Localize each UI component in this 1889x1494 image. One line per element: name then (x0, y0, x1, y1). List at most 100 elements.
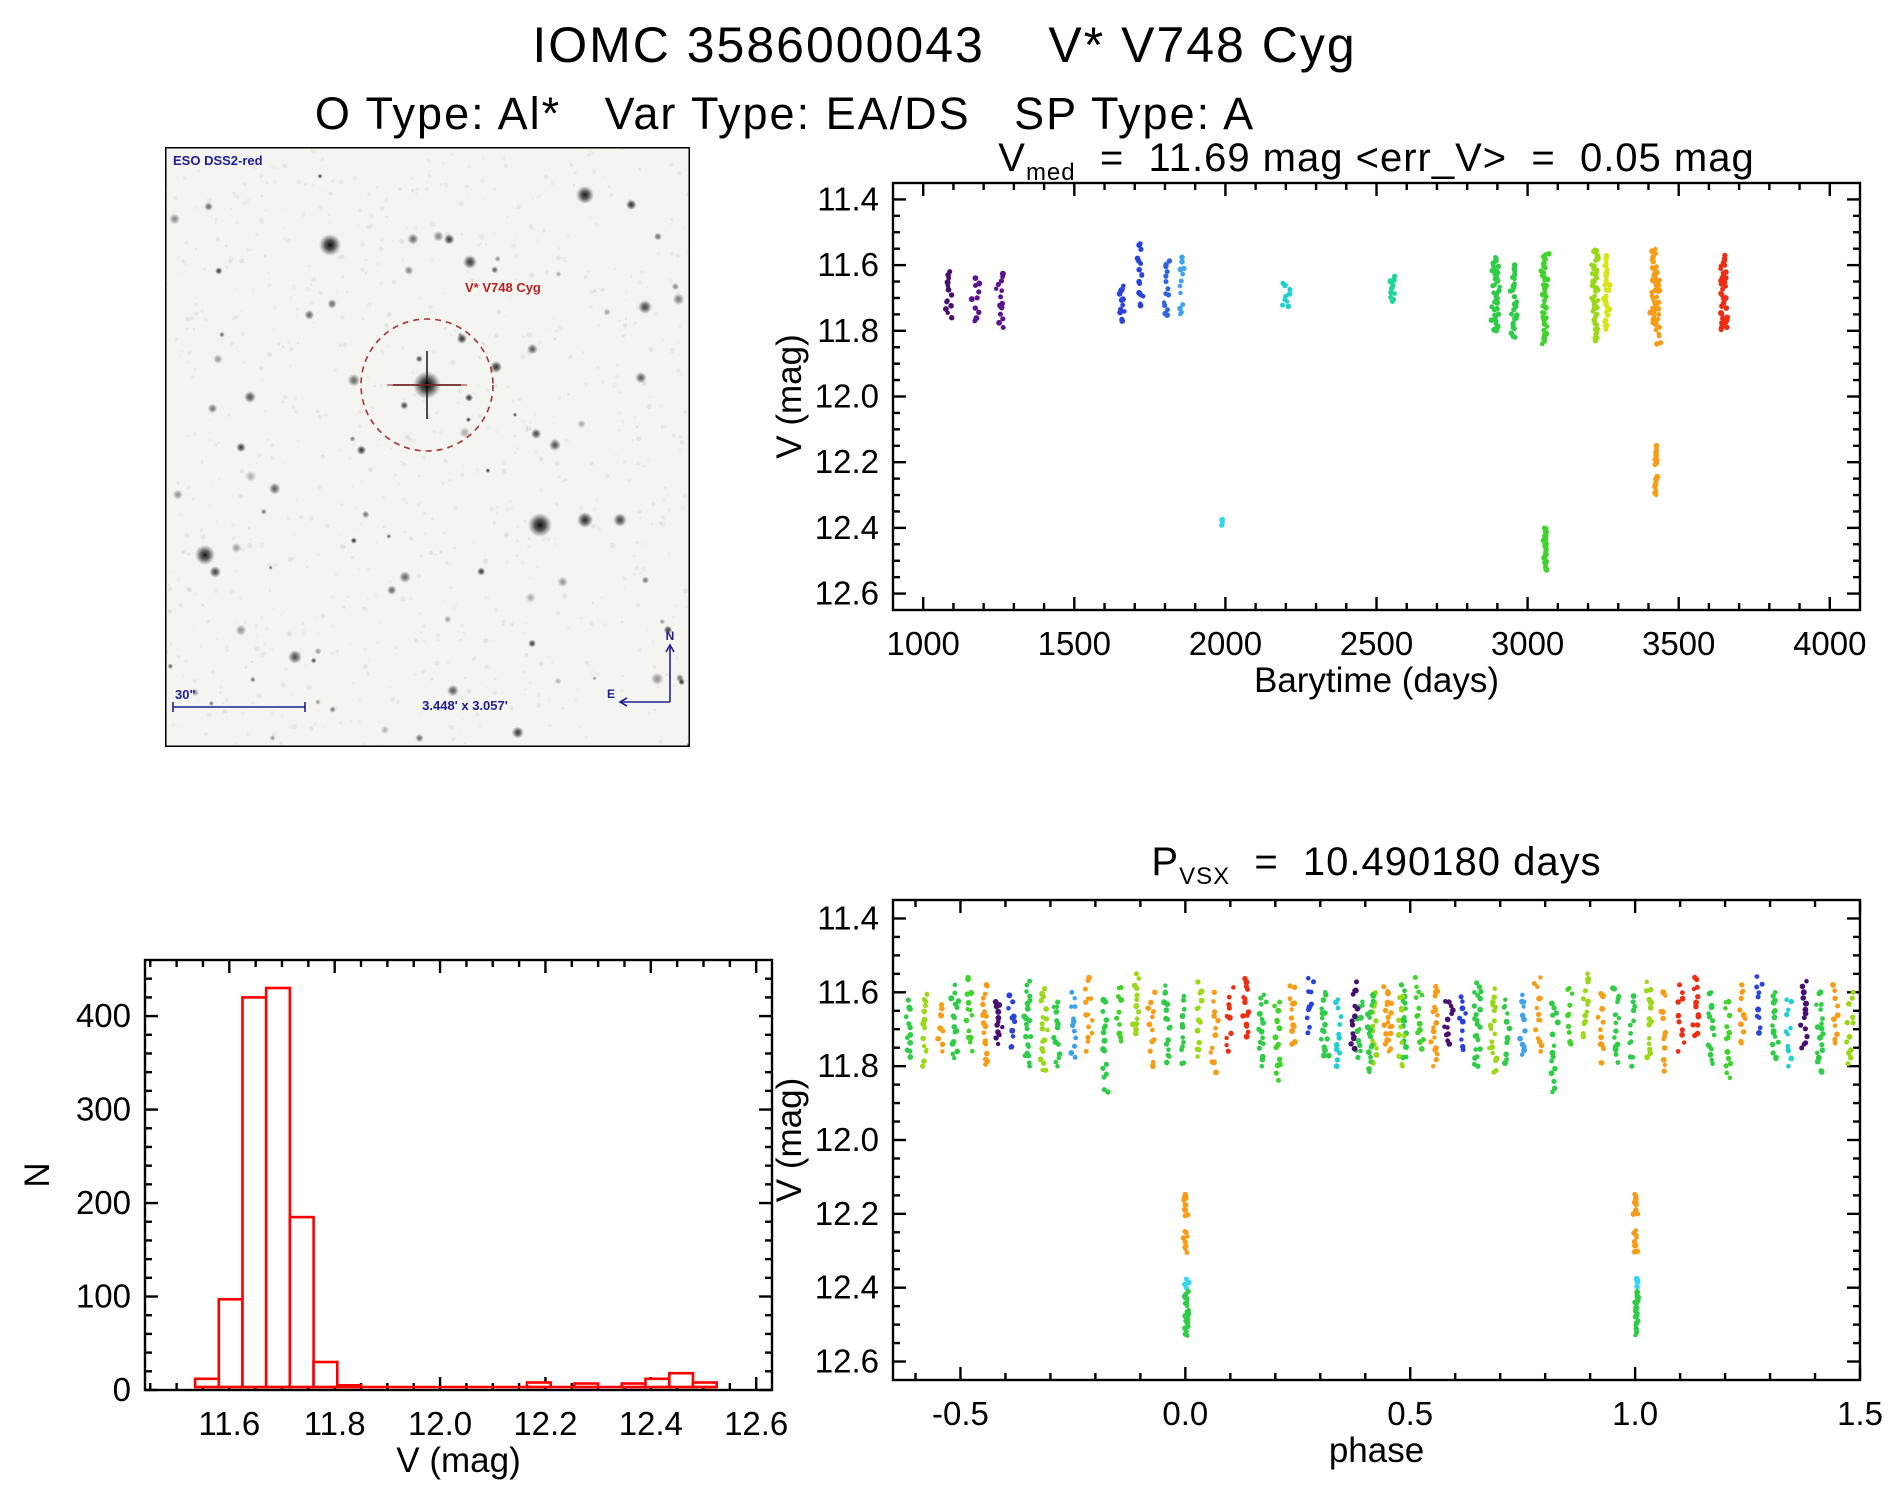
target-star (387, 351, 467, 419)
tick-label: 2500 (1340, 625, 1413, 662)
scatter-cluster (1442, 999, 1456, 1047)
histogram-bar (217, 1298, 244, 1389)
scatter-cluster (1428, 983, 1441, 1069)
scatter-cluster (1177, 254, 1187, 317)
scatter-cluster (1632, 1289, 1641, 1338)
scatter-cluster (1287, 983, 1298, 1047)
stars (167, 173, 692, 748)
histogram-bar (620, 1382, 647, 1389)
tick-label: 400 (76, 997, 131, 1034)
scatter-cluster (1652, 473, 1661, 498)
background-noise (163, 145, 692, 749)
scale-bar (172, 702, 306, 712)
scatter-cluster (1180, 1229, 1190, 1255)
scatter-cluster (1116, 283, 1127, 324)
histogram-bar (193, 1377, 221, 1389)
histogram-tick-labels: 11.6 11.8 12.0 12.2 12.4 12.6 0 100 200 300 400 (76, 997, 788, 1442)
scatter-cluster (1304, 975, 1316, 1036)
scatter-cluster (1627, 993, 1638, 1069)
scatter-cluster (1037, 986, 1050, 1073)
tick-label: 0.5 (1387, 1395, 1433, 1432)
tick-label: 11.8 (304, 1405, 366, 1442)
tick-label: 300 (76, 1091, 131, 1128)
tick-label: 11.6 (817, 246, 879, 283)
scatter-cluster (943, 269, 955, 321)
scatter-cluster (1395, 993, 1407, 1069)
tick-label: -0.5 (932, 1395, 989, 1432)
scatter-cluster (1754, 974, 1765, 1036)
scatter-cluster (1181, 1191, 1191, 1219)
scatter-cluster (1595, 991, 1607, 1066)
scatter-cluster (1471, 980, 1484, 1069)
scatter-cluster (1381, 984, 1391, 1047)
survey-label: ESO DSS2-red (173, 153, 263, 168)
tick-label: 2000 (1189, 625, 1262, 662)
scatter-cluster (1387, 273, 1398, 304)
scatter-cluster (1194, 979, 1205, 1059)
scatter-cluster (1487, 986, 1500, 1075)
scatter-cluster (1457, 994, 1468, 1053)
lightcurve-xlabel: Barytime (days) (1254, 661, 1499, 700)
scatter-cluster (1114, 985, 1125, 1044)
scatter-cluster (1412, 975, 1426, 1052)
tick-label: 11.8 (817, 1047, 879, 1084)
scatter-cluster (1100, 996, 1111, 1095)
scatter-cluster (903, 997, 914, 1060)
scatter-cluster (1718, 252, 1731, 333)
scatter-cluster (1219, 516, 1226, 528)
scatter-cluster (968, 275, 983, 324)
tick-label: 11.4 (817, 180, 879, 217)
lightcurve-title-sub: med (1025, 159, 1076, 186)
star-field (163, 145, 692, 749)
scatter-cluster (1631, 1228, 1641, 1255)
tick-label: 12.2 (815, 443, 879, 480)
compass-icon (618, 643, 675, 707)
tick-label: 1500 (1038, 625, 1111, 662)
scatter-cluster (1333, 997, 1344, 1070)
phase-axes (891, 898, 1862, 1382)
scatter-cluster (1633, 1275, 1641, 1290)
scatter-cluster (1675, 982, 1687, 1054)
scatter-cluster (1161, 258, 1173, 318)
phase-xlabel: phase (1329, 1431, 1424, 1470)
tick-label: 12.4 (815, 1269, 879, 1306)
tick-label: 11.6 (817, 973, 879, 1010)
scatter-cluster (1145, 989, 1158, 1070)
scatter-cluster (963, 974, 975, 1054)
scatter-cluster (1179, 993, 1187, 1067)
scatter-cluster (1565, 986, 1575, 1047)
scatter-cluster (1272, 999, 1283, 1083)
scatter-cluster (1181, 1288, 1192, 1338)
scatter-cluster (1538, 251, 1552, 347)
histogram-bar (241, 996, 268, 1389)
phase-title-rest: = 10.490180 days (1230, 840, 1602, 884)
tick-label: 12.6 (724, 1405, 788, 1442)
page-subtitle: O Type: Al* Var Type: EA/DS SP Type: A (314, 88, 1256, 139)
scatter-cluster (1501, 997, 1513, 1067)
target-label: V* V748 Cyg (465, 280, 541, 295)
scatter-cluster (1658, 989, 1669, 1074)
phase-title-sub: VSX (1179, 863, 1231, 890)
scatter-cluster (1540, 525, 1550, 573)
scatter-cluster (1737, 982, 1748, 1046)
scatter-cluster (1161, 983, 1173, 1066)
phase-ylabel: V (mag) (770, 1078, 809, 1202)
histogram-xlabel: V (mag) (396, 1441, 520, 1480)
tick-label: 11.4 (817, 899, 879, 936)
tick-label: 0.0 (1162, 1395, 1208, 1432)
scatter-cluster (1844, 989, 1856, 1067)
scatter-cluster (1630, 1191, 1641, 1217)
scatter-cluster (1224, 985, 1236, 1054)
sky-annotations: ESO DSS2-red V* V748 Cyg 30" 3.448' x 3.… (165, 147, 690, 747)
histogram-series (193, 986, 719, 1389)
phase-points (903, 971, 1856, 1338)
scatter-cluster (1051, 999, 1063, 1069)
scatter-cluster (920, 991, 930, 1069)
histogram-bar (525, 1381, 553, 1389)
tick-label: 12.4 (619, 1405, 683, 1442)
scatter-cluster (1601, 253, 1613, 332)
scatter-cluster (1208, 989, 1221, 1076)
scatter-cluster (1705, 990, 1717, 1066)
scatter-cluster (1130, 971, 1142, 1037)
scatter-cluster (1517, 992, 1528, 1057)
